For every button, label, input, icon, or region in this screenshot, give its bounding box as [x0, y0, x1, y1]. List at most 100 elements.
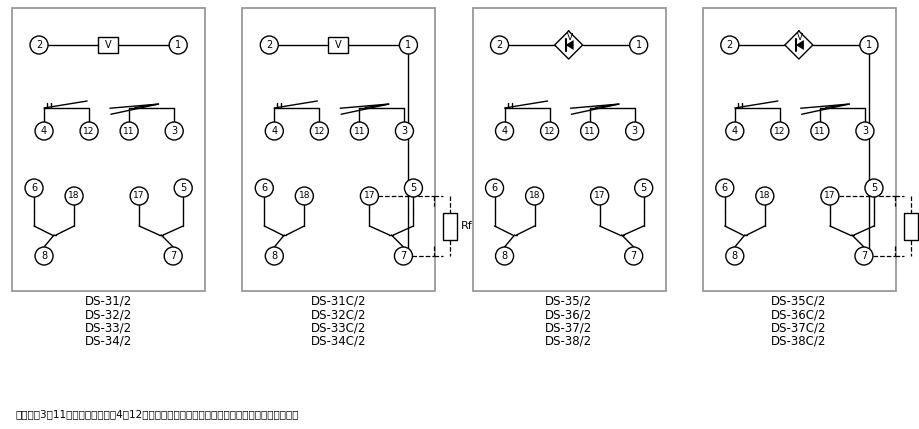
Text: 4: 4: [41, 126, 47, 136]
Circle shape: [540, 122, 558, 140]
Text: 8: 8: [41, 251, 47, 261]
Text: 4: 4: [501, 126, 507, 136]
Text: 7: 7: [630, 251, 636, 261]
Circle shape: [854, 247, 872, 265]
Text: 3: 3: [401, 126, 407, 136]
Circle shape: [399, 36, 417, 54]
Text: 3: 3: [861, 126, 867, 136]
Circle shape: [255, 179, 273, 197]
Text: V: V: [566, 33, 572, 42]
Text: DS-34C/2: DS-34C/2: [311, 335, 366, 348]
Text: 18: 18: [299, 191, 310, 200]
Text: 11: 11: [123, 127, 135, 136]
Bar: [12, 8, 205, 291]
Circle shape: [855, 122, 873, 140]
Text: V: V: [105, 40, 111, 50]
Bar: [443, 212, 457, 239]
Circle shape: [169, 36, 187, 54]
Circle shape: [495, 247, 513, 265]
Circle shape: [490, 36, 508, 54]
Circle shape: [485, 179, 503, 197]
Circle shape: [725, 247, 743, 265]
Text: 7: 7: [400, 251, 406, 261]
Text: 5: 5: [870, 183, 876, 193]
Circle shape: [164, 247, 182, 265]
Text: 6: 6: [491, 183, 497, 193]
Text: DS-36C/2: DS-36C/2: [770, 308, 825, 321]
Circle shape: [120, 122, 138, 140]
Text: 2: 2: [266, 40, 272, 50]
Circle shape: [265, 247, 283, 265]
Circle shape: [394, 247, 412, 265]
Bar: [328, 37, 348, 53]
Text: DS-35/2: DS-35/2: [544, 294, 592, 308]
Circle shape: [35, 247, 53, 265]
Text: DS-34/2: DS-34/2: [85, 335, 131, 348]
Circle shape: [634, 179, 652, 197]
Text: 11: 11: [353, 127, 365, 136]
Text: 7: 7: [170, 251, 176, 261]
Circle shape: [820, 187, 838, 205]
Polygon shape: [565, 40, 573, 50]
Text: 8: 8: [271, 251, 277, 261]
Text: 5: 5: [410, 183, 416, 193]
Text: 1: 1: [405, 40, 411, 50]
Circle shape: [770, 122, 788, 140]
Circle shape: [580, 122, 598, 140]
Circle shape: [864, 179, 882, 197]
Bar: [242, 8, 435, 291]
Bar: [702, 8, 895, 291]
Text: 17: 17: [594, 191, 605, 200]
Text: 12: 12: [313, 127, 324, 136]
Text: 4: 4: [731, 126, 737, 136]
Text: 8: 8: [501, 251, 507, 261]
Text: 17: 17: [133, 191, 145, 200]
Text: 1: 1: [635, 40, 641, 50]
Circle shape: [25, 179, 43, 197]
Text: Rf: Rf: [460, 221, 471, 231]
Circle shape: [590, 187, 608, 205]
Text: 18: 18: [68, 191, 80, 200]
Circle shape: [360, 187, 378, 205]
Text: 6: 6: [31, 183, 37, 193]
Circle shape: [495, 122, 513, 140]
Text: DS-38C/2: DS-38C/2: [770, 335, 825, 348]
Circle shape: [350, 122, 368, 140]
Text: 2: 2: [36, 40, 42, 50]
Circle shape: [35, 122, 53, 140]
Bar: [472, 8, 665, 291]
Text: 12: 12: [773, 127, 785, 136]
Circle shape: [310, 122, 328, 140]
Circle shape: [30, 36, 48, 54]
Text: 17: 17: [823, 191, 834, 200]
Text: 8: 8: [731, 251, 737, 261]
Circle shape: [810, 122, 828, 140]
Text: DS-33/2: DS-33/2: [85, 321, 131, 335]
Circle shape: [404, 179, 422, 197]
Circle shape: [174, 179, 192, 197]
Text: 1: 1: [865, 40, 871, 50]
Circle shape: [265, 122, 283, 140]
Text: 11: 11: [813, 127, 824, 136]
Text: DS-37/2: DS-37/2: [544, 321, 592, 335]
Polygon shape: [795, 40, 803, 50]
Text: 18: 18: [758, 191, 770, 200]
Bar: [98, 37, 118, 53]
Text: 12: 12: [84, 127, 95, 136]
Text: 11: 11: [584, 127, 595, 136]
Text: 2: 2: [726, 40, 732, 50]
Circle shape: [725, 122, 743, 140]
Text: DS-38/2: DS-38/2: [544, 335, 592, 348]
Text: 6: 6: [261, 183, 267, 193]
Text: 18: 18: [528, 191, 539, 200]
Text: DS-36/2: DS-36/2: [544, 308, 592, 321]
Text: DS-32C/2: DS-32C/2: [311, 308, 366, 321]
Text: 5: 5: [180, 183, 187, 193]
Text: DS-35C/2: DS-35C/2: [770, 294, 825, 308]
Text: DS-31C/2: DS-31C/2: [311, 294, 366, 308]
Text: 5: 5: [640, 183, 646, 193]
Circle shape: [629, 36, 647, 54]
Text: 4: 4: [271, 126, 277, 136]
Text: 2: 2: [496, 40, 502, 50]
Text: DS-33C/2: DS-33C/2: [311, 321, 366, 335]
